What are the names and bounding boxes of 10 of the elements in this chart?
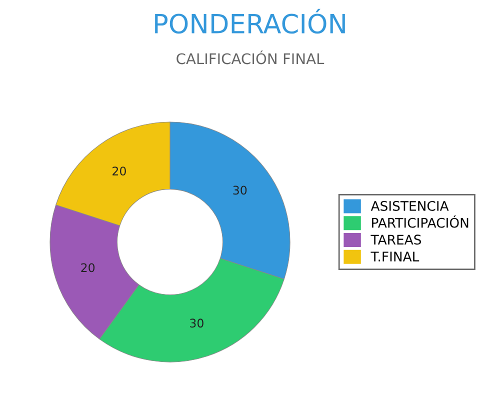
legend-label: PARTICIPACIÓN xyxy=(372,215,468,228)
data-label: 20 xyxy=(81,263,95,272)
data-label: 20 xyxy=(112,166,126,176)
chart-subtitle: CALIFICACIÓN FINAL xyxy=(176,50,324,64)
legend-label: T.FINAL xyxy=(370,252,420,262)
data-label: 30 xyxy=(233,186,247,195)
legend-label: ASISTENCIA xyxy=(370,200,449,211)
legend-label: TAREAS xyxy=(370,234,421,245)
data-label: 30 xyxy=(190,318,204,328)
chart-title: PONDERACIÓN xyxy=(155,8,345,34)
